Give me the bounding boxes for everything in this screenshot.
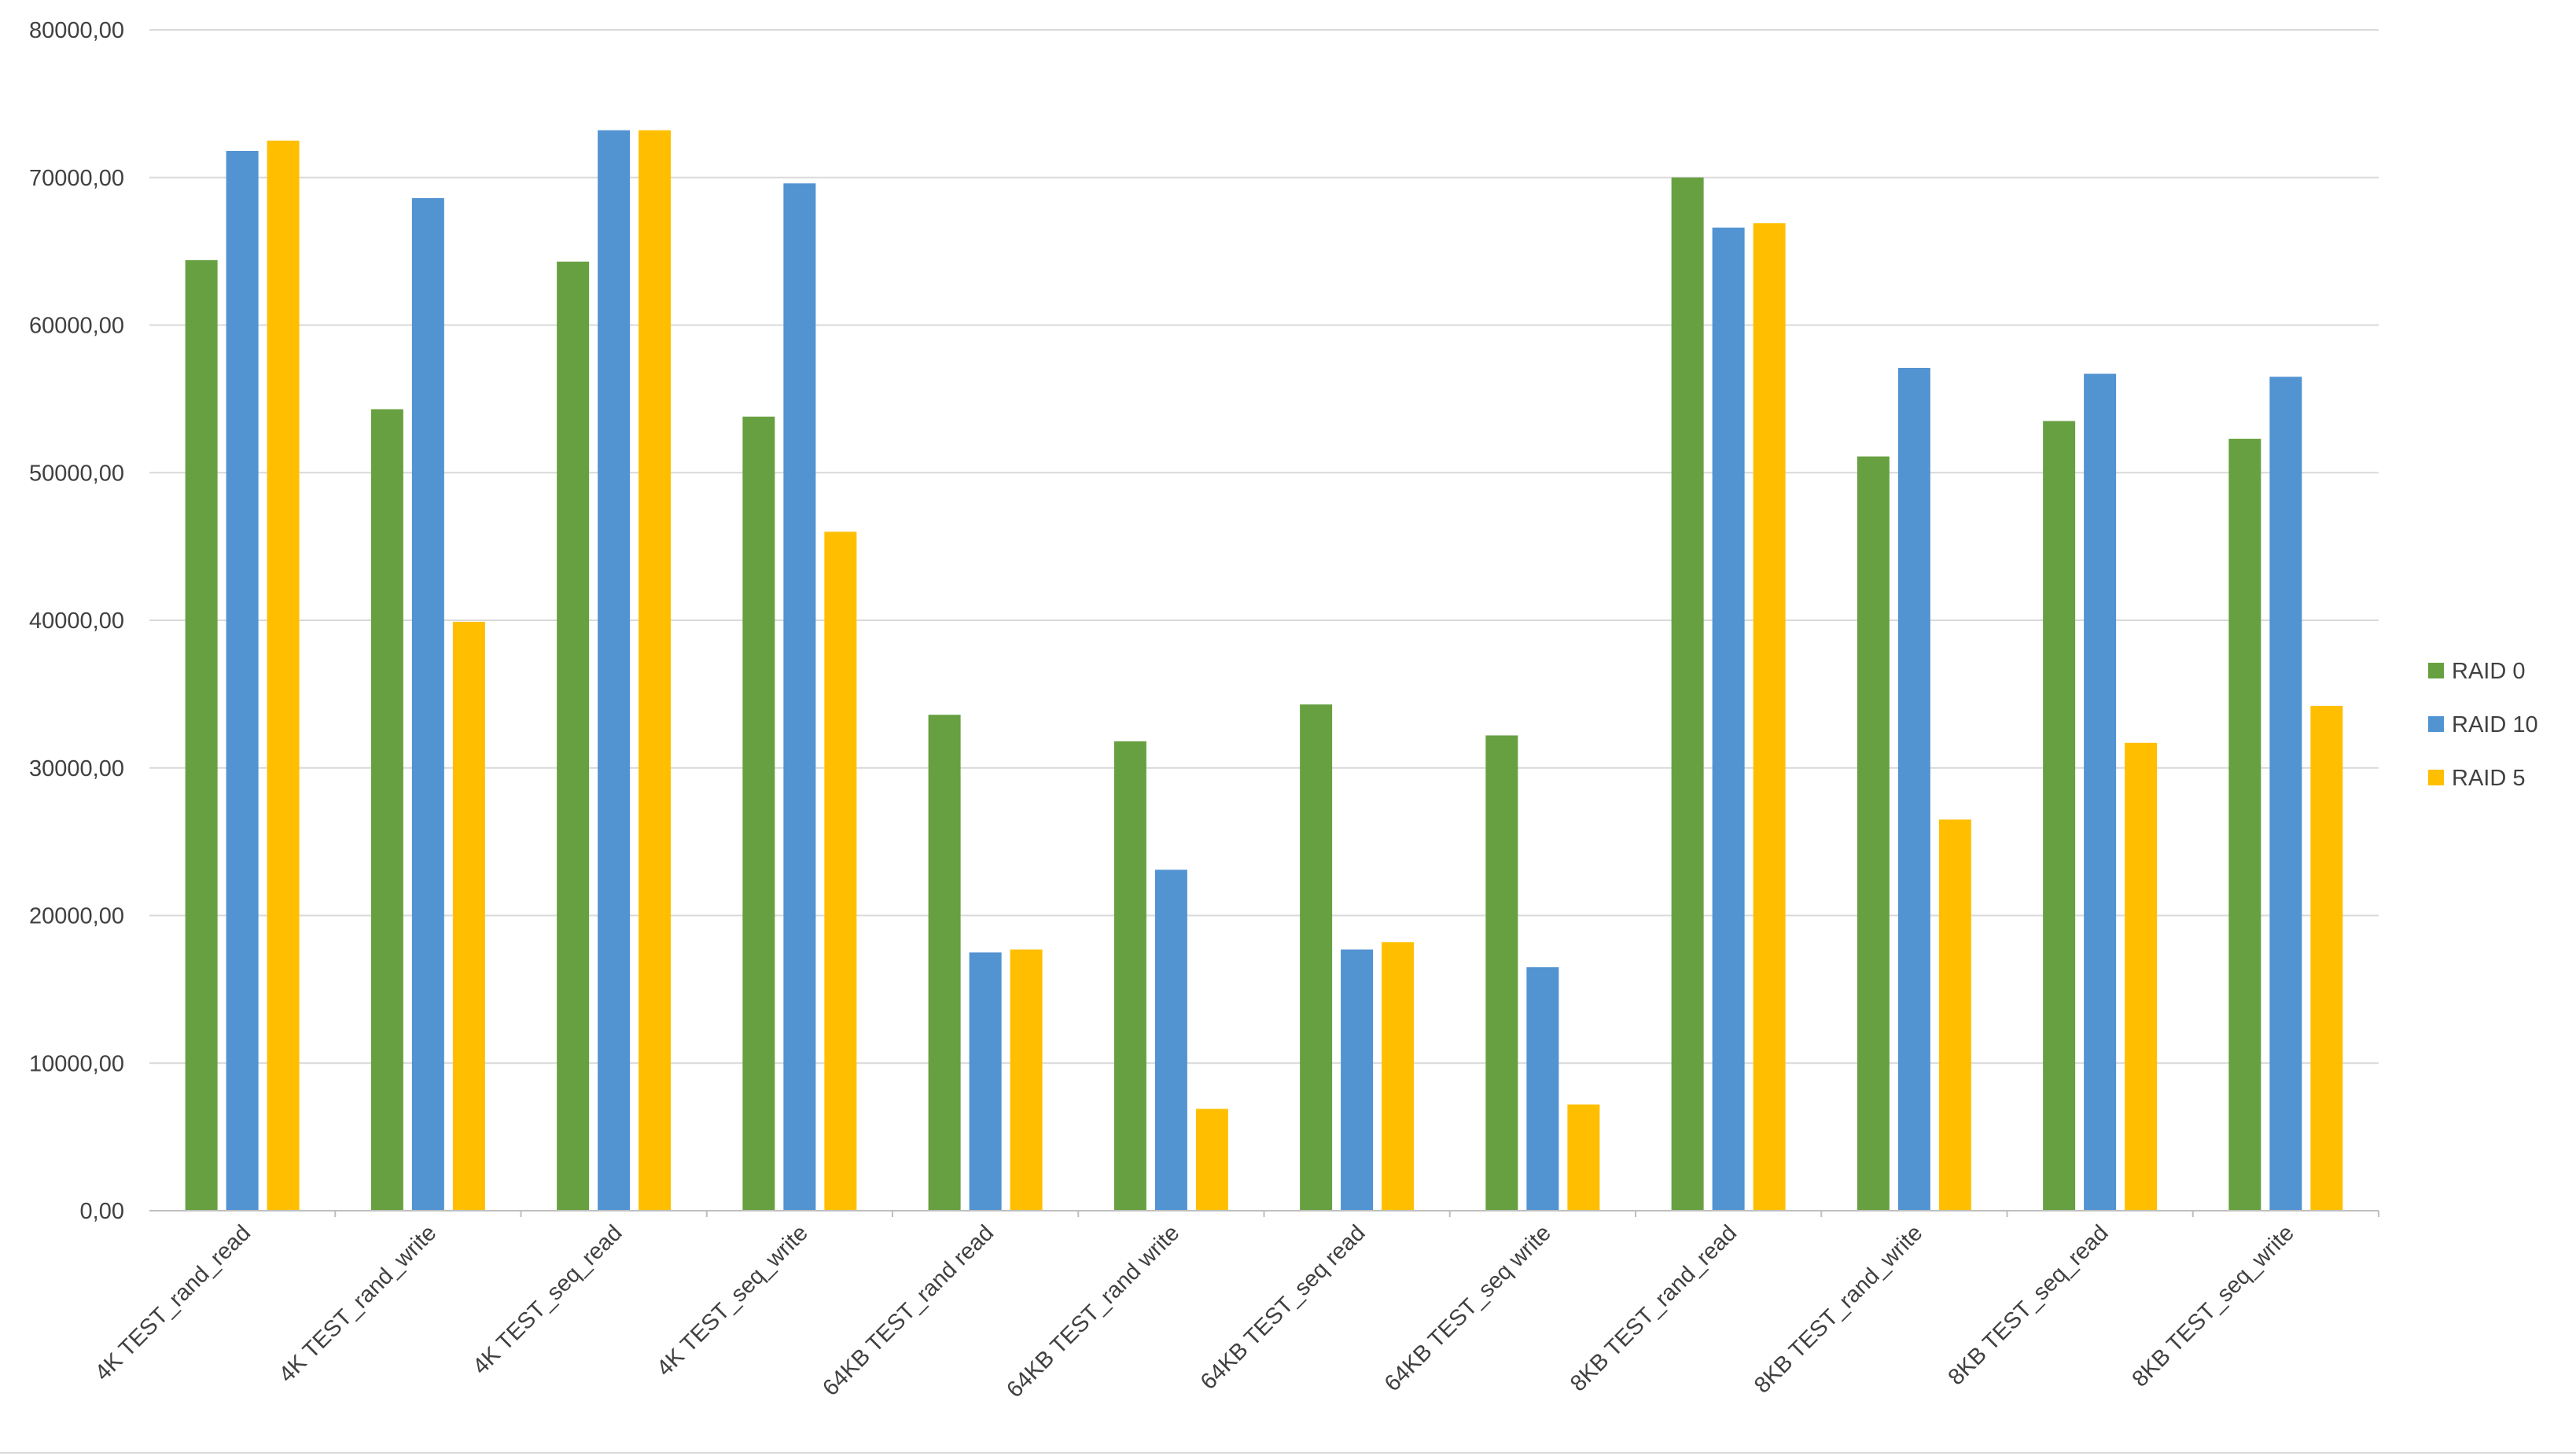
y-tick-label: 50000,00 bbox=[29, 461, 124, 486]
bar-raid-5 bbox=[1195, 1109, 1228, 1211]
bar-raid-5 bbox=[1753, 222, 1786, 1211]
bar-raid-5 bbox=[1382, 942, 1415, 1211]
bar-raid-10 bbox=[1897, 367, 1930, 1211]
x-category-label: 4K TEST_seq_write bbox=[652, 1220, 813, 1381]
legend-label: RAID 10 bbox=[2452, 712, 2538, 737]
bar-raid-0 bbox=[742, 416, 775, 1211]
x-category-label: 4K TEST_seq_read bbox=[468, 1220, 627, 1379]
y-tick-label: 10000,00 bbox=[29, 1051, 124, 1076]
bar-raid-10 bbox=[969, 952, 1002, 1211]
bar-raid-10 bbox=[783, 183, 816, 1211]
bar-raid-0 bbox=[1113, 741, 1146, 1211]
x-category-label: 8KB TEST_seq_read bbox=[1944, 1220, 2114, 1390]
bar-raid-5 bbox=[1938, 819, 1971, 1211]
bar-raid-10 bbox=[598, 130, 631, 1211]
bar-raid-0 bbox=[928, 715, 961, 1211]
bar-raid-10 bbox=[2084, 373, 2117, 1211]
bar-raid-10 bbox=[226, 150, 259, 1211]
x-category-label: 8KB TEST_seq_write bbox=[2128, 1220, 2299, 1392]
bar-raid-0 bbox=[2228, 439, 2261, 1211]
bar-raid-5 bbox=[267, 140, 300, 1211]
bar-raid-5 bbox=[1010, 949, 1043, 1211]
y-tick-label: 70000,00 bbox=[29, 166, 124, 191]
bar-raid-5 bbox=[2125, 742, 2158, 1211]
bar-raid-5 bbox=[824, 531, 857, 1211]
bar-raid-5 bbox=[1567, 1104, 1600, 1211]
x-category-label: 64KB TEST_rand read bbox=[818, 1220, 999, 1401]
bar-raid-10 bbox=[1341, 949, 1374, 1211]
y-tick-label: 0,00 bbox=[80, 1199, 124, 1224]
y-tick-label: 40000,00 bbox=[29, 609, 124, 634]
bar-raid-0 bbox=[370, 409, 403, 1211]
bar-raid-0 bbox=[2043, 421, 2076, 1211]
bar-raid-0 bbox=[1485, 735, 1518, 1211]
gridlines bbox=[0, 29, 2576, 1454]
bar-raid-5 bbox=[452, 621, 485, 1211]
bar-raid-10 bbox=[1712, 227, 1745, 1211]
bar-raid-10 bbox=[411, 198, 444, 1211]
x-category-label: 4K TEST_rand_write bbox=[274, 1220, 442, 1388]
bar-raid-10 bbox=[1154, 870, 1187, 1211]
legend-swatch bbox=[2428, 770, 2444, 785]
bar-raid-0 bbox=[1857, 456, 1890, 1211]
legend-swatch bbox=[2428, 716, 2444, 732]
x-category-label: 8KB TEST_rand_read bbox=[1566, 1220, 1742, 1396]
y-tick-label: 80000,00 bbox=[29, 18, 124, 43]
bar-raid-10 bbox=[2269, 377, 2302, 1211]
legend-swatch bbox=[2428, 663, 2444, 678]
bar-raid-0 bbox=[557, 261, 590, 1211]
bar-raid-0 bbox=[1300, 704, 1333, 1211]
x-category-label: 64KB TEST_rand write bbox=[1002, 1220, 1184, 1403]
y-tick-label: 30000,00 bbox=[29, 756, 124, 781]
bar-raid-0 bbox=[185, 259, 218, 1211]
x-category-label: 64KB TEST_seq write bbox=[1380, 1220, 1556, 1396]
legend-label: RAID 5 bbox=[2452, 766, 2525, 791]
bars bbox=[185, 130, 2343, 1211]
legend-label: RAID 0 bbox=[2452, 659, 2525, 684]
bar-raid-5 bbox=[2310, 705, 2343, 1211]
bar-raid-0 bbox=[1671, 177, 1704, 1211]
bar-raid-10 bbox=[1526, 967, 1559, 1211]
x-category-label: 4K TEST_rand_read bbox=[90, 1220, 256, 1385]
y-tick-label: 60000,00 bbox=[29, 314, 124, 339]
legend: RAID 0 RAID 10 RAID 5 bbox=[2428, 659, 2538, 791]
y-tick-label: 20000,00 bbox=[29, 904, 124, 929]
x-category-label: 8KB TEST_rand_write bbox=[1750, 1220, 1927, 1398]
bar-raid-5 bbox=[638, 130, 672, 1211]
x-category-label: 64KB TEST_seq read bbox=[1196, 1220, 1371, 1395]
